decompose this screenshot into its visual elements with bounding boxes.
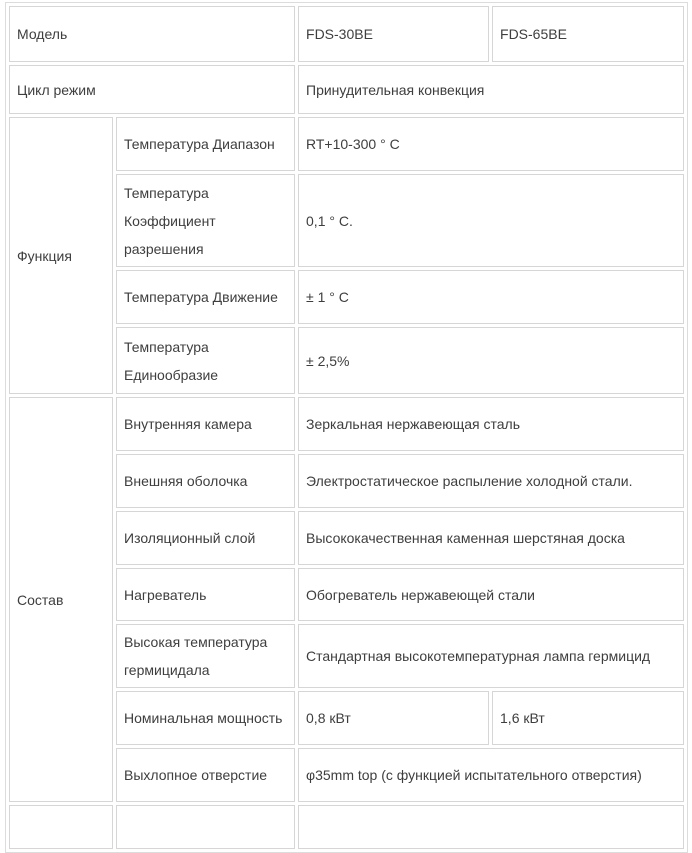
row-label-model: Модель <box>9 6 296 62</box>
temp-range-value: RT+10-300 ° C <box>298 117 684 171</box>
row-label-temp-range: Температура Диапазон <box>116 117 296 171</box>
row-label-temp-fluctuation: Температура Движение <box>116 270 296 324</box>
heater-value: Обогреватель нержавеющей стали <box>298 568 684 621</box>
row-label-insulation-layer: Изоляционный слой <box>116 511 296 565</box>
row-label-inner-chamber: Внутренняя камера <box>116 397 296 451</box>
row-label-temp-uniformity: Температура Единообразие <box>116 327 296 394</box>
row-label-exhaust-hole: Выхлопное отверстие <box>116 748 296 802</box>
group-label-function: Функция <box>9 117 113 394</box>
spec-row-inner-chamber: Состав Внутренняя камера Зеркальная нерж… <box>9 397 684 802</box>
cycle-mode-value: Принудительная конвекция <box>298 65 684 114</box>
partial-label-cell <box>116 805 296 849</box>
germicidal-lamp-value: Стандартная высокотемпературная лампа ге… <box>298 624 684 688</box>
spec-row-heater: Нагреватель Обогреватель нержавеющей ста… <box>9 568 684 621</box>
row-label-germicidal-lamp: Высокая температура гермицидала <box>116 624 296 688</box>
row-label-temp-resolution: Температура Коэффициент разрешения <box>116 174 296 267</box>
spec-table: Модель FDS-30BE FDS-65BE Цикл режим Прин… <box>5 2 688 853</box>
spec-row-temp-range: Функция Температура Диапазон RT+10-300 °… <box>9 117 684 394</box>
temp-resolution-value: 0,1 ° C. <box>298 174 684 267</box>
row-label-cycle-mode: Цикл режим <box>9 65 296 114</box>
temp-fluctuation-value: ± 1 ° C <box>298 270 684 324</box>
exhaust-hole-value: φ35mm top (с функцией испытательного отв… <box>298 748 684 802</box>
spec-row-outer-shell: Внешняя оболочка Электростатическое расп… <box>9 454 684 508</box>
row-label-heater: Нагреватель <box>116 568 296 621</box>
spec-row-partial <box>9 805 684 849</box>
row-label-outer-shell: Внешняя оболочка <box>116 454 296 508</box>
model-a-value: FDS-30BE <box>298 6 490 62</box>
spec-row-temp-resolution: Температура Коэффициент разрешения 0,1 °… <box>9 174 684 267</box>
partial-group-cell <box>9 805 113 849</box>
insulation-layer-value: Высококачественная каменная шерстяная до… <box>298 511 684 565</box>
spec-row-exhaust-hole: Выхлопное отверстие φ35mm top (с функцие… <box>9 748 684 802</box>
partial-value-cell <box>298 805 684 849</box>
row-label-rated-power: Номинальная мощность <box>116 691 296 745</box>
rated-power-value-a: 0,8 кВт <box>298 691 490 745</box>
temp-uniformity-value: ± 2,5% <box>298 327 684 394</box>
outer-shell-value: Электростатическое распыление холодной с… <box>298 454 684 508</box>
spec-row-insulation-layer: Изоляционный слой Высококачественная кам… <box>9 511 684 565</box>
spec-row-temp-uniformity: Температура Единообразие ± 2,5% <box>9 327 684 394</box>
spec-row-germicidal-lamp: Высокая температура гермицидала Стандарт… <box>9 624 684 688</box>
spec-row-rated-power: Номинальная мощность 0,8 кВт 1,6 кВт <box>9 691 684 745</box>
inner-chamber-value: Зеркальная нержавеющая сталь <box>298 397 684 451</box>
spec-row-temp-fluctuation: Температура Движение ± 1 ° C <box>9 270 684 324</box>
spec-row-cycle-mode: Цикл режим Принудительная конвекция <box>9 65 684 114</box>
rated-power-value-b: 1,6 кВт <box>492 691 684 745</box>
model-b-value: FDS-65BE <box>492 6 684 62</box>
group-label-composition: Состав <box>9 397 113 802</box>
spec-row-model: Модель FDS-30BE FDS-65BE <box>9 6 684 62</box>
